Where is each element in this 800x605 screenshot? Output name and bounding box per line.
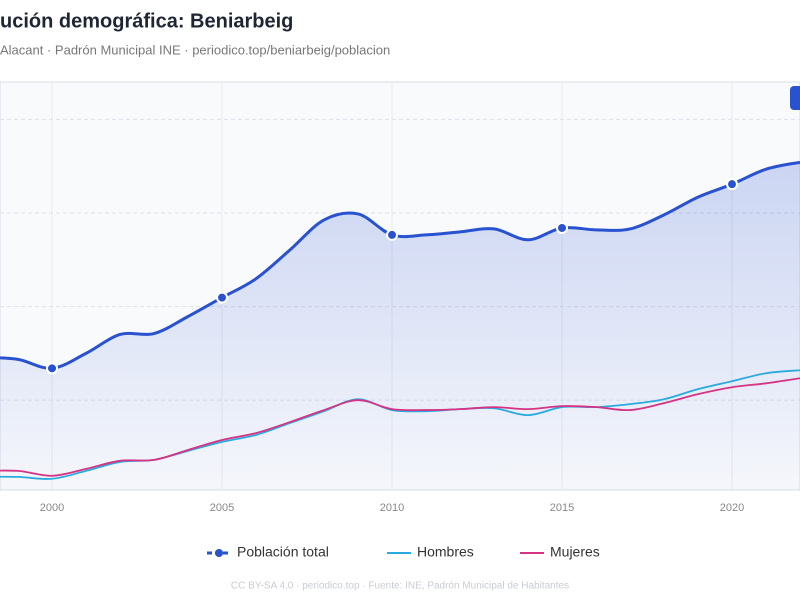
legend-label: Hombres (417, 544, 474, 560)
plot (0, 160, 800, 490)
legend-label: Mujeres (550, 544, 600, 560)
point (46, 362, 59, 375)
x-tick-label: 2015 (550, 502, 574, 514)
line (0, 377, 800, 477)
x-tick-label: 2010 (380, 502, 404, 514)
point (386, 228, 399, 241)
legend: Población total Hombres Mujeres (207, 544, 600, 560)
legend-marker (215, 549, 223, 557)
x-tick-label: 2005 (210, 502, 234, 514)
line (0, 369, 800, 480)
legend-label: Población total (237, 544, 329, 560)
x-tick-label: 2020 (720, 502, 744, 514)
chart-subtitle: Alacant · Padrón Municipal INE · periodi… (0, 42, 390, 57)
point (726, 178, 739, 191)
point (556, 221, 569, 234)
point (216, 291, 229, 304)
footer: CC BY-SA 4.0 · periodico.top · Fuente: I… (231, 581, 569, 592)
menu-button[interactable] (790, 86, 800, 110)
x-tick-label: 2000 (40, 502, 64, 514)
chart-title: ución demográfica: Beniarbeig (0, 10, 293, 32)
